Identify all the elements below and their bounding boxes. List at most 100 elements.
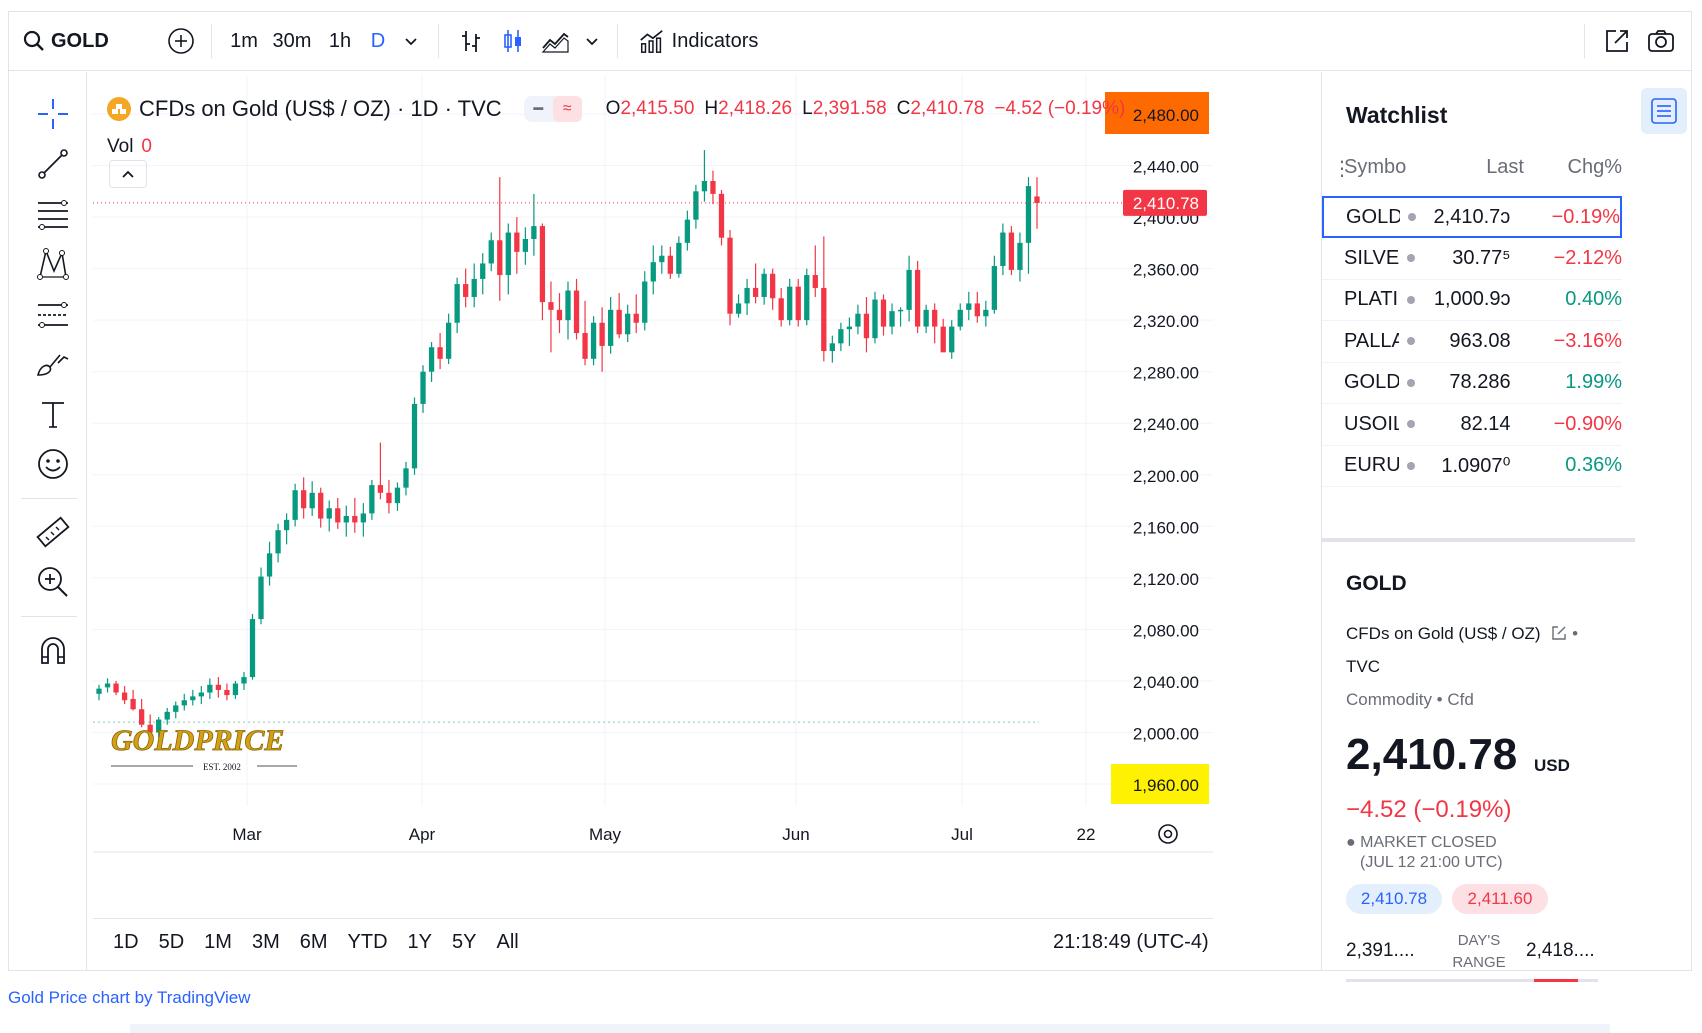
candle[interactable] [983, 300, 989, 327]
candle[interactable] [454, 277, 460, 334]
interval-30m[interactable]: 30m [272, 29, 312, 52]
text-tool[interactable] [33, 394, 73, 434]
open-fullscreen-button[interactable] [1595, 21, 1639, 61]
candle[interactable] [215, 677, 222, 698]
candle[interactable] [897, 307, 904, 327]
candle[interactable] [514, 217, 520, 274]
header-symbol[interactable]: Symbo [1344, 156, 1407, 178]
candle[interactable] [1008, 226, 1015, 276]
compare-button[interactable] [161, 21, 201, 61]
candle[interactable] [326, 500, 332, 532]
range-button-ytd[interactable]: YTD [347, 930, 388, 953]
candle[interactable] [283, 513, 290, 545]
candle[interactable] [556, 293, 563, 334]
candle[interactable] [104, 678, 111, 693]
candle[interactable] [471, 263, 477, 308]
candle[interactable] [880, 294, 887, 336]
candle[interactable] [1017, 232, 1023, 282]
candle[interactable] [565, 281, 571, 340]
candle[interactable] [548, 281, 554, 353]
header-last[interactable]: Last [1486, 156, 1524, 178]
fib-tool[interactable] [33, 194, 73, 234]
candle[interactable] [812, 245, 818, 297]
candle[interactable] [855, 304, 861, 335]
candle[interactable] [190, 689, 196, 706]
candle[interactable] [642, 271, 648, 331]
candle[interactable] [625, 304, 631, 343]
candle[interactable] [607, 296, 614, 354]
candle[interactable] [940, 318, 946, 353]
candle[interactable] [889, 303, 895, 335]
candle[interactable] [480, 253, 486, 295]
candle[interactable] [599, 307, 605, 372]
watchlist-toggle-button[interactable] [1641, 88, 1687, 134]
candle[interactable] [710, 170, 716, 205]
symbol-search[interactable]: GOLD [23, 21, 123, 61]
candle[interactable] [292, 483, 298, 527]
candle[interactable] [96, 684, 102, 701]
candle[interactable] [377, 442, 384, 500]
candle[interactable] [829, 335, 835, 363]
candle[interactable] [735, 294, 742, 318]
candle[interactable] [437, 333, 443, 370]
candle[interactable] [804, 268, 810, 326]
candle[interactable] [249, 613, 256, 680]
candle[interactable] [505, 223, 511, 295]
range-button-6m[interactable]: 6M [299, 930, 328, 953]
candle[interactable] [932, 303, 938, 344]
candle[interactable] [761, 268, 767, 305]
candle[interactable] [821, 236, 827, 362]
interval-1m[interactable]: 1m [230, 29, 258, 52]
candle[interactable] [863, 296, 870, 353]
candle[interactable] [173, 701, 179, 719]
candle[interactable] [872, 291, 878, 344]
watchlist-row-pallad[interactable]: PALLAD 963.08 −3.16% [1322, 321, 1622, 363]
candle[interactable] [121, 686, 128, 705]
candle[interactable] [923, 304, 929, 334]
candle[interactable] [522, 227, 529, 265]
snapshot-button[interactable] [1639, 21, 1683, 61]
forecast-tool[interactable] [33, 294, 73, 334]
candle[interactable] [352, 497, 358, 533]
candle[interactable] [991, 255, 998, 314]
tradingview-attribution-link[interactable]: Gold Price chart by TradingView [8, 988, 251, 1007]
collapse-legend-button[interactable] [109, 160, 147, 188]
indicators-button[interactable]: Indicators [628, 21, 768, 61]
candle[interactable] [846, 317, 853, 346]
candle[interactable] [369, 479, 375, 520]
candle[interactable] [445, 313, 452, 364]
candle[interactable] [1025, 177, 1032, 274]
candle[interactable] [138, 698, 145, 728]
candle[interactable] [497, 177, 503, 301]
watchlist-row-golds[interactable]: GOLDS 78.286 1.99% [1322, 362, 1622, 404]
candle[interactable] [258, 567, 264, 625]
candle[interactable] [914, 260, 921, 334]
bars-style-button[interactable] [449, 21, 493, 61]
candle[interactable] [573, 278, 580, 340]
watchlist-row-platin[interactable]: PLATIN 1,000.9ɔ 0.40% [1322, 279, 1622, 321]
candles-style-button[interactable] [493, 21, 533, 61]
candle[interactable] [420, 365, 426, 413]
candle[interactable] [752, 263, 759, 304]
interval-d[interactable]: D [370, 29, 386, 52]
candle[interactable] [181, 693, 187, 711]
candle[interactable] [428, 342, 435, 382]
candle[interactable] [539, 223, 546, 321]
watchlist-row-eurus[interactable]: EURUS 1.0907⁰ 0.36% [1322, 445, 1622, 487]
candle[interactable] [659, 245, 665, 274]
candle[interactable] [343, 505, 349, 537]
candle[interactable] [241, 671, 247, 690]
watchlist-row-silver[interactable]: SILVER 30.77⁵ −2.12% [1322, 238, 1622, 280]
candle[interactable] [318, 487, 324, 528]
range-button-5d[interactable]: 5D [158, 930, 185, 953]
candle[interactable] [156, 717, 162, 738]
candle[interactable] [360, 503, 366, 537]
trend-line-tool[interactable] [33, 144, 73, 184]
candle[interactable] [463, 268, 469, 308]
candle[interactable] [335, 497, 341, 529]
candle[interactable] [718, 190, 725, 246]
candle[interactable] [744, 278, 750, 315]
candle[interactable] [727, 229, 733, 326]
range-button-1y[interactable]: 1Y [407, 930, 433, 953]
